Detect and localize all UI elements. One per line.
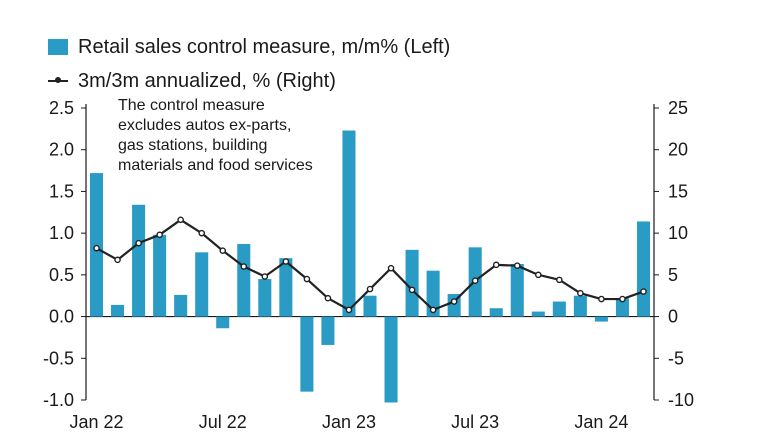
bar bbox=[321, 316, 335, 345]
bar bbox=[363, 295, 377, 317]
right-tick-label: 25 bbox=[668, 98, 688, 118]
x-tick-label: Jul 23 bbox=[451, 412, 499, 432]
bar bbox=[195, 252, 209, 317]
line-point bbox=[556, 276, 563, 284]
annotation-line: gas stations, building bbox=[118, 137, 268, 154]
right-tick-label: 15 bbox=[668, 181, 688, 201]
bar bbox=[615, 298, 629, 317]
line-point bbox=[219, 247, 227, 254]
right-tick-label: 5 bbox=[668, 265, 678, 285]
x-tick-label: Jan 22 bbox=[69, 412, 123, 432]
left-tick-label: -1.0 bbox=[43, 390, 74, 410]
chart-annotation: The control measure excludes autos ex-pa… bbox=[118, 96, 358, 176]
bar bbox=[258, 279, 272, 317]
bar bbox=[111, 304, 125, 317]
bar bbox=[426, 270, 440, 317]
bar bbox=[89, 173, 104, 317]
left-tick-label: 1.0 bbox=[49, 223, 74, 243]
left-tick-label: 0.5 bbox=[49, 265, 74, 285]
bar bbox=[552, 301, 566, 317]
line-point bbox=[114, 256, 121, 264]
line-point bbox=[345, 306, 353, 314]
right-tick-label: 20 bbox=[668, 140, 688, 160]
x-tick-label: Jul 22 bbox=[199, 412, 247, 432]
right-tick-label: 0 bbox=[668, 307, 678, 327]
line-point bbox=[492, 261, 500, 269]
legend-bar-label: Retail sales control measure, m/m% (Left… bbox=[78, 35, 451, 58]
line-point bbox=[198, 229, 206, 237]
line-point bbox=[640, 288, 647, 295]
line-point bbox=[387, 264, 395, 272]
line-point bbox=[450, 298, 458, 305]
line-point bbox=[429, 306, 437, 314]
bar bbox=[153, 234, 167, 317]
legend-line-swatch bbox=[48, 73, 68, 89]
line-point bbox=[513, 262, 521, 269]
bar bbox=[510, 264, 524, 317]
line-point bbox=[471, 277, 479, 284]
legend-bar-swatch bbox=[48, 39, 68, 55]
line-point bbox=[366, 285, 374, 293]
annotation-line: excludes autos ex-parts, bbox=[118, 117, 292, 134]
line-point bbox=[240, 263, 248, 270]
x-tick-label: Jan 23 bbox=[322, 412, 376, 432]
left-tick-label: 0.0 bbox=[49, 307, 74, 327]
legend-item-line: 3m/3m annualized, % (Right) bbox=[48, 64, 450, 98]
line-point bbox=[598, 295, 605, 303]
line-point bbox=[177, 216, 184, 224]
left-tick-label: 1.5 bbox=[49, 181, 74, 201]
right-tick-label: 10 bbox=[668, 223, 688, 243]
bar bbox=[636, 221, 651, 317]
bar bbox=[174, 294, 188, 317]
bar bbox=[237, 243, 251, 317]
annotation-line: materials and food services bbox=[118, 157, 313, 174]
bar bbox=[594, 316, 608, 322]
legend-item-bars: Retail sales control measure, m/m% (Left… bbox=[48, 30, 450, 64]
bar bbox=[405, 249, 419, 317]
left-tick-label: 2.5 bbox=[49, 98, 74, 118]
left-tick-label: 2.0 bbox=[49, 140, 74, 160]
bar bbox=[279, 258, 293, 317]
line-point bbox=[577, 289, 584, 297]
legend-line-label: 3m/3m annualized, % (Right) bbox=[78, 69, 336, 92]
bar bbox=[531, 311, 545, 317]
line-point bbox=[534, 271, 542, 279]
x-tick-label: Jan 24 bbox=[574, 412, 628, 432]
annotation-line: The control measure bbox=[118, 97, 265, 114]
line-point bbox=[303, 275, 311, 283]
bar bbox=[216, 316, 230, 329]
right-tick-label: -5 bbox=[668, 348, 684, 368]
bar bbox=[132, 204, 146, 317]
line-point bbox=[619, 295, 626, 303]
line-point bbox=[324, 294, 332, 302]
line-point bbox=[93, 244, 100, 252]
right-tick-label: -10 bbox=[668, 390, 694, 410]
bar bbox=[573, 295, 587, 317]
line-point bbox=[261, 273, 269, 280]
left-tick-label: -0.5 bbox=[43, 348, 74, 368]
bar bbox=[384, 316, 398, 403]
line-point bbox=[156, 231, 163, 239]
bar bbox=[489, 308, 503, 317]
bar bbox=[300, 316, 314, 392]
line-point bbox=[408, 286, 416, 294]
chart-legend: Retail sales control measure, m/m% (Left… bbox=[48, 30, 450, 98]
line-point bbox=[282, 258, 290, 265]
bar bbox=[342, 130, 356, 317]
line-point bbox=[135, 239, 142, 247]
